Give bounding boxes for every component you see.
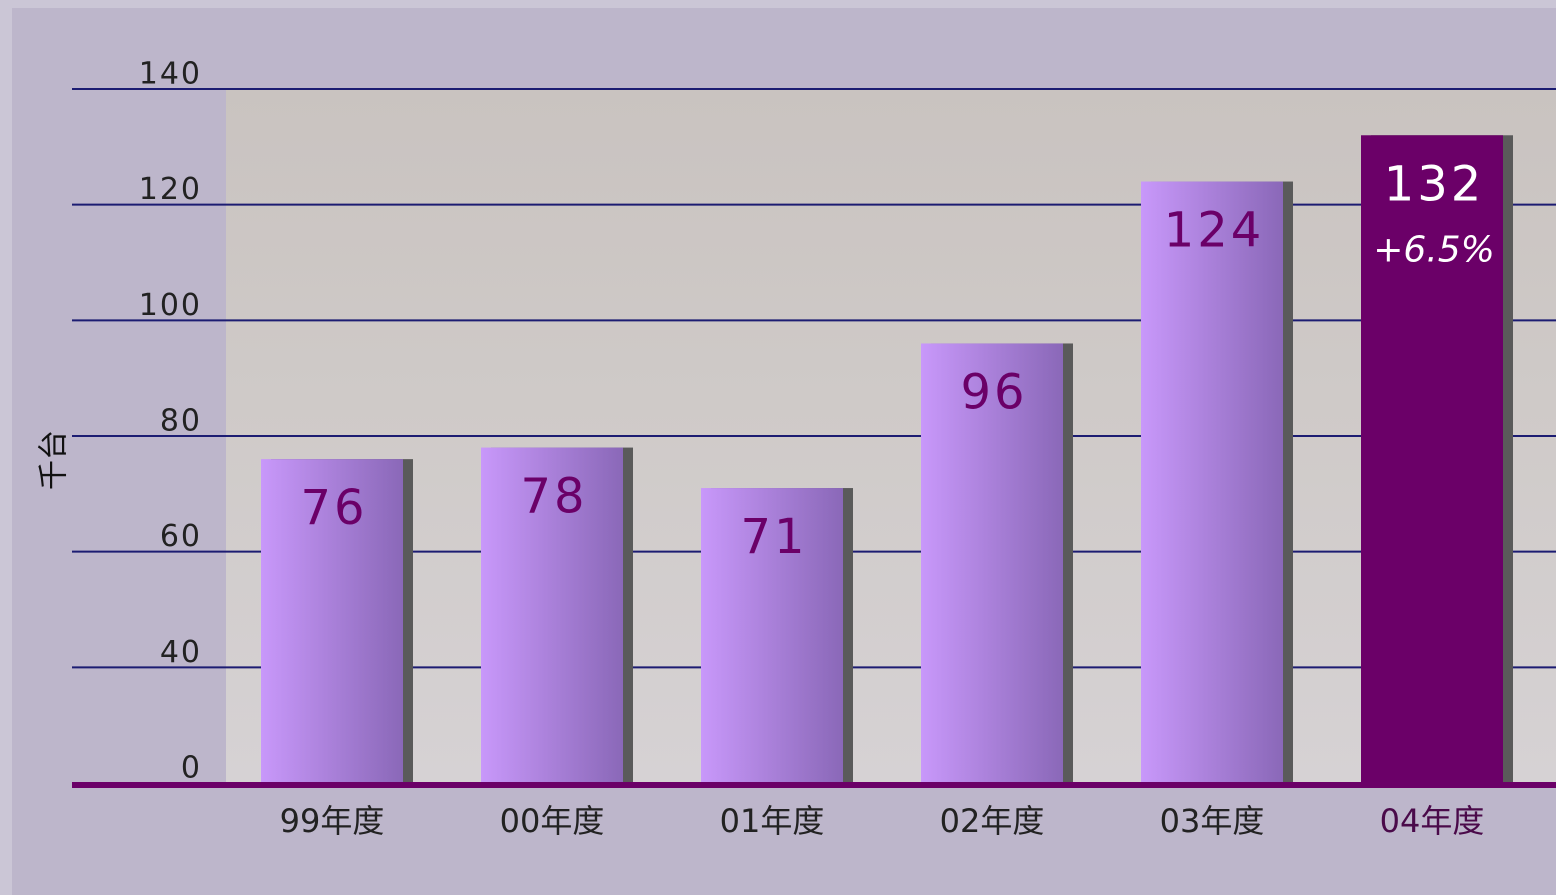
data-label: 71 [740,509,807,565]
data-label: 124 [1164,203,1265,259]
y-tick-label: 140 [139,57,202,92]
y-tick-label: 0 [181,751,202,786]
y-tick-label: 40 [160,635,202,670]
y-tick-label: 80 [160,404,202,439]
chart: 千台 0 40 60 80 100 120 140 76 99年度 78 00年度 71 01年度 96 0… [0,0,1556,895]
y-axis-label: 千台 [37,430,72,490]
data-label: 76 [300,480,367,536]
data-label: 78 [520,469,587,525]
x-tick-label: 03年度 [1160,802,1265,840]
page: 千台 0 40 60 80 100 120 140 76 99年度 78 00年度 71 01年度 96 0… [0,0,1556,895]
y-tick-label: 100 [139,288,202,323]
x-tick-label: 00年度 [500,802,605,840]
y-tick-label: 120 [139,172,202,207]
data-label: 132 [1384,156,1485,212]
x-tick-label: 99年度 [280,802,385,840]
x-tick-label: 01年度 [720,802,825,840]
x-tick-label: 02年度 [940,802,1045,840]
data-label: 96 [960,364,1027,420]
bar [1141,182,1283,783]
y-tick-label: 60 [160,519,202,554]
annotation: +6.5% [1373,229,1495,270]
x-tick-label: 04年度 [1380,802,1485,840]
